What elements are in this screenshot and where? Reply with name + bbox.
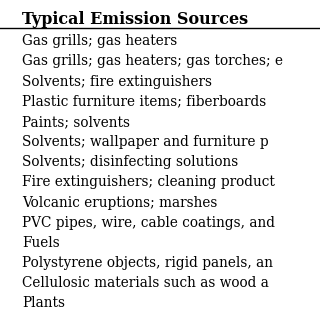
Text: Fire extinguishers; cleaning product: Fire extinguishers; cleaning product	[22, 175, 275, 189]
Text: Solvents; fire extinguishers: Solvents; fire extinguishers	[22, 75, 212, 89]
Text: Plants: Plants	[22, 296, 65, 310]
Text: Solvents; wallpaper and furniture p: Solvents; wallpaper and furniture p	[22, 135, 269, 149]
Text: Gas grills; gas heaters; gas torches; e: Gas grills; gas heaters; gas torches; e	[22, 54, 284, 68]
Text: Cellulosic materials such as wood a: Cellulosic materials such as wood a	[22, 276, 269, 290]
Text: Fuels: Fuels	[22, 236, 60, 250]
Text: PVC pipes, wire, cable coatings, and: PVC pipes, wire, cable coatings, and	[22, 216, 276, 230]
Text: Gas grills; gas heaters: Gas grills; gas heaters	[22, 34, 178, 48]
Text: Solvents; disinfecting solutions: Solvents; disinfecting solutions	[22, 155, 239, 169]
Text: Typical Emission Sources: Typical Emission Sources	[22, 11, 249, 28]
Text: Paints; solvents: Paints; solvents	[22, 115, 131, 129]
Text: Plastic furniture items; fiberboards: Plastic furniture items; fiberboards	[22, 95, 267, 109]
Text: Volcanic eruptions; marshes: Volcanic eruptions; marshes	[22, 196, 218, 210]
Text: Polystyrene objects, rigid panels, an: Polystyrene objects, rigid panels, an	[22, 256, 273, 270]
